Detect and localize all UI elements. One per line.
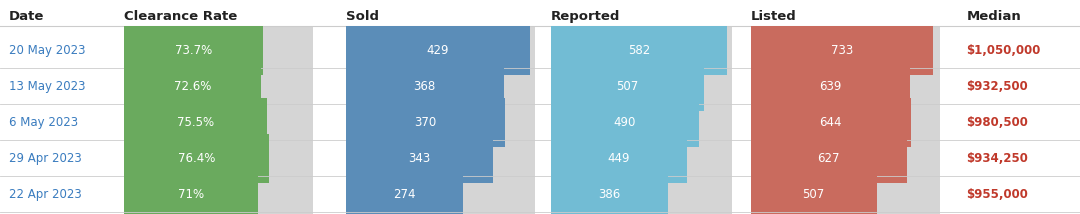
Text: 20 May 2023: 20 May 2023 <box>9 44 85 57</box>
Text: Clearance Rate: Clearance Rate <box>124 10 238 23</box>
FancyBboxPatch shape <box>551 134 687 183</box>
Text: 644: 644 <box>820 116 842 129</box>
FancyBboxPatch shape <box>346 98 504 147</box>
FancyBboxPatch shape <box>124 62 313 111</box>
Text: Listed: Listed <box>751 10 796 23</box>
Text: 627: 627 <box>818 152 840 165</box>
FancyBboxPatch shape <box>551 169 667 214</box>
FancyBboxPatch shape <box>346 169 463 214</box>
Text: 639: 639 <box>819 80 841 93</box>
FancyBboxPatch shape <box>551 134 732 183</box>
FancyBboxPatch shape <box>124 26 264 75</box>
FancyBboxPatch shape <box>551 26 727 75</box>
Text: 274: 274 <box>393 188 416 201</box>
Text: 6 May 2023: 6 May 2023 <box>9 116 78 129</box>
FancyBboxPatch shape <box>551 169 732 214</box>
Text: $955,000: $955,000 <box>967 188 1028 201</box>
FancyBboxPatch shape <box>346 134 535 183</box>
Text: Median: Median <box>967 10 1022 23</box>
FancyBboxPatch shape <box>751 26 940 75</box>
FancyBboxPatch shape <box>346 26 535 75</box>
FancyBboxPatch shape <box>124 169 313 214</box>
FancyBboxPatch shape <box>124 134 269 183</box>
Text: 75.5%: 75.5% <box>177 116 214 129</box>
FancyBboxPatch shape <box>124 26 313 75</box>
FancyBboxPatch shape <box>551 62 732 111</box>
Text: $932,500: $932,500 <box>967 80 1028 93</box>
Text: 13 May 2023: 13 May 2023 <box>9 80 85 93</box>
Text: 22 Apr 2023: 22 Apr 2023 <box>9 188 81 201</box>
Text: 370: 370 <box>414 116 436 129</box>
Text: 368: 368 <box>414 80 435 93</box>
FancyBboxPatch shape <box>124 62 261 111</box>
FancyBboxPatch shape <box>346 62 503 111</box>
FancyBboxPatch shape <box>751 169 940 214</box>
Text: 73.7%: 73.7% <box>175 44 213 57</box>
FancyBboxPatch shape <box>751 26 933 75</box>
FancyBboxPatch shape <box>346 169 535 214</box>
FancyBboxPatch shape <box>124 134 313 183</box>
Text: 76.4%: 76.4% <box>178 152 215 165</box>
Text: Sold: Sold <box>346 10 379 23</box>
Text: Reported: Reported <box>551 10 620 23</box>
FancyBboxPatch shape <box>551 98 699 147</box>
Text: $934,250: $934,250 <box>967 152 1028 165</box>
FancyBboxPatch shape <box>551 26 732 75</box>
FancyBboxPatch shape <box>124 98 313 147</box>
FancyBboxPatch shape <box>751 98 910 147</box>
FancyBboxPatch shape <box>124 169 258 214</box>
Text: 490: 490 <box>613 116 636 129</box>
Text: 733: 733 <box>831 44 853 57</box>
Text: 343: 343 <box>408 152 431 165</box>
Text: 507: 507 <box>802 188 825 201</box>
FancyBboxPatch shape <box>346 98 535 147</box>
Text: $1,050,000: $1,050,000 <box>967 44 1041 57</box>
Text: $980,500: $980,500 <box>967 116 1028 129</box>
FancyBboxPatch shape <box>751 134 940 183</box>
FancyBboxPatch shape <box>346 134 492 183</box>
Text: 582: 582 <box>627 44 650 57</box>
FancyBboxPatch shape <box>751 134 906 183</box>
FancyBboxPatch shape <box>751 62 909 111</box>
FancyBboxPatch shape <box>124 98 267 147</box>
Text: 386: 386 <box>598 188 620 201</box>
Text: 449: 449 <box>607 152 630 165</box>
FancyBboxPatch shape <box>551 98 732 147</box>
FancyBboxPatch shape <box>751 169 877 214</box>
Text: 429: 429 <box>427 44 449 57</box>
FancyBboxPatch shape <box>346 26 530 75</box>
Text: 72.6%: 72.6% <box>174 80 212 93</box>
FancyBboxPatch shape <box>551 62 704 111</box>
Text: 29 Apr 2023: 29 Apr 2023 <box>9 152 81 165</box>
FancyBboxPatch shape <box>751 62 940 111</box>
FancyBboxPatch shape <box>346 62 535 111</box>
Text: 71%: 71% <box>178 188 204 201</box>
FancyBboxPatch shape <box>751 98 940 147</box>
Text: 507: 507 <box>617 80 638 93</box>
Text: Date: Date <box>9 10 44 23</box>
